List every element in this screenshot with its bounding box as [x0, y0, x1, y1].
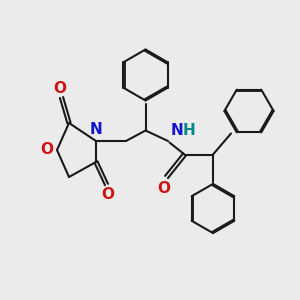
Text: H: H	[182, 123, 195, 138]
Text: O: O	[53, 81, 67, 96]
Text: O: O	[157, 181, 170, 196]
Text: N: N	[90, 122, 102, 136]
Text: O: O	[40, 142, 53, 158]
Text: N: N	[170, 123, 183, 138]
Text: O: O	[101, 187, 115, 202]
